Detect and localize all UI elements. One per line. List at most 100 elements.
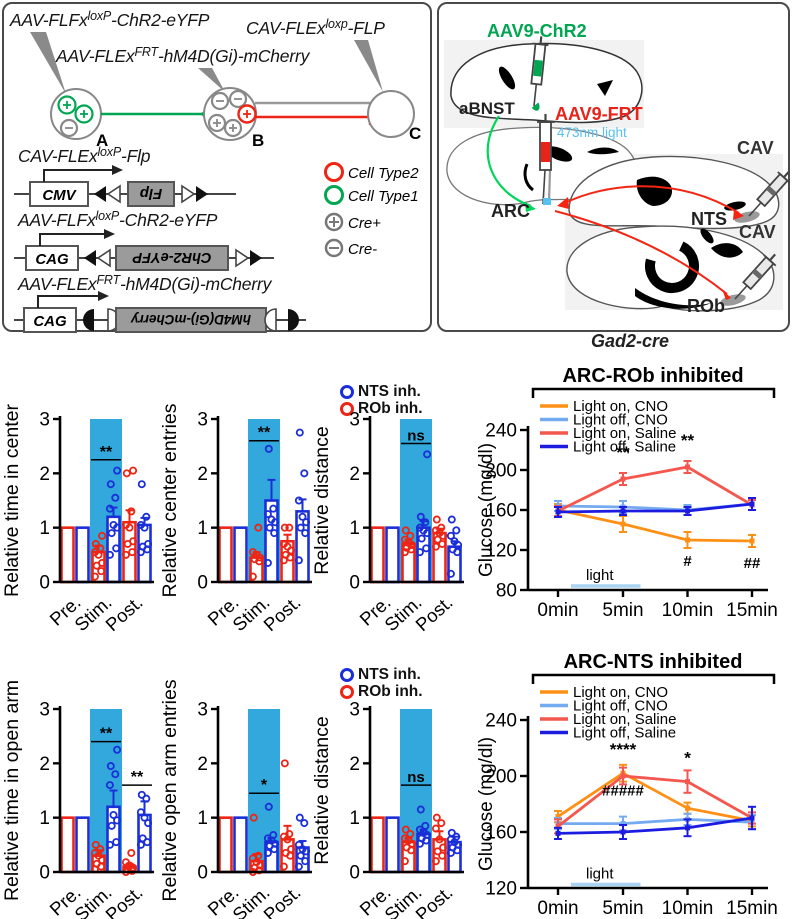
green-axon (101, 105, 213, 123)
data-point (263, 558, 272, 567)
y-axis-label: Relative distance (311, 716, 333, 865)
data-point (280, 523, 289, 532)
y-tick-label: 2 (197, 754, 208, 775)
data-point (421, 518, 430, 527)
data-point (555, 509, 561, 515)
y-tick-label: 1 (197, 808, 208, 829)
x-tick-label: Post. (411, 591, 456, 635)
series-line (558, 817, 753, 826)
x-tick-label: 10min (662, 600, 714, 621)
legend-label-nts: NTS inh. (358, 383, 421, 400)
data-point (401, 526, 410, 535)
data-point (122, 469, 131, 478)
series-line (557, 774, 753, 828)
data-point (438, 851, 447, 860)
label-abnst: aBNST (459, 99, 515, 118)
sig-label: # (683, 553, 692, 570)
nts-inh-icon (340, 384, 354, 399)
data-point (279, 862, 288, 871)
rob-inh-icon (340, 401, 354, 416)
x-tick-label: 15min (726, 600, 778, 621)
data-point (136, 808, 145, 817)
sig-label: ** (616, 443, 630, 462)
data-point (113, 816, 122, 825)
y-tick-label: 0 (197, 573, 208, 594)
syringe-cav-nts (748, 170, 791, 217)
sig-label: ** (681, 431, 695, 450)
data-point (113, 466, 122, 475)
legend-label: Light off, Saline (573, 439, 676, 456)
bar-legend-bottom: NTS inh. ROb inh. (340, 666, 423, 700)
x-tick-label: 0min (537, 600, 578, 621)
brain-outline-forebrain (450, 42, 643, 124)
y-axis-label: Relative time in open arm (1, 680, 23, 901)
data-point (263, 848, 272, 857)
brain-diagram: AAV9-ChR2 aBNST AAV9-FRT 473nm light CAV… (444, 21, 791, 316)
y-tick-label: 2 (349, 754, 360, 775)
svg-text:Cre-: Cre- (348, 241, 377, 258)
light-label: light (586, 866, 614, 883)
cell-type2-icon (324, 162, 344, 182)
data-point (685, 779, 690, 785)
construct-legend: Cell Type2 Cell Type1 Cre+ Cre- (324, 162, 419, 258)
light-label: light (586, 567, 614, 584)
x-tick-label: Post. (259, 591, 304, 635)
red-arrowhead-rob (722, 289, 731, 300)
data-point (105, 550, 114, 559)
data-point (685, 464, 690, 470)
data-point (620, 476, 626, 482)
data-point (96, 544, 105, 553)
data-point (285, 523, 294, 532)
label-aav9-frt: AAV9-FRT (555, 104, 643, 124)
sig-label: ** (258, 425, 271, 442)
legend-label-rob: ROb inh. (358, 400, 423, 417)
y-tick-label: 200 (485, 461, 517, 482)
data-point (300, 469, 309, 478)
data-point (417, 534, 426, 543)
data-point (91, 539, 100, 548)
data-point (280, 759, 289, 768)
y-axis-label: Relative distance (311, 426, 333, 575)
data-point (142, 512, 151, 521)
data-point (121, 520, 130, 529)
construct-row-chr2: CAG ChR2-eYFP (14, 229, 274, 271)
data-point (447, 515, 456, 524)
bar (218, 816, 233, 874)
data-point (137, 480, 146, 489)
data-point (685, 508, 690, 514)
virus-label-hm4d: AAV-FLExFRT-hM4D(Gi)-mCherry (56, 45, 310, 66)
data-point (620, 829, 626, 835)
y-tick-label: 1 (39, 518, 50, 539)
bar (75, 816, 90, 874)
y-tick-label: 0 (39, 863, 50, 884)
red-projection-nts-arc (564, 185, 740, 214)
construct-label-chr2: AAV-FLFxloxP-ChR2-eYFP (18, 209, 218, 230)
data-point (112, 838, 121, 847)
x-tick-label: 15min (726, 898, 778, 919)
virus-label-chr2: AAV-FLFxloxP-ChR2-eYFP (10, 9, 210, 30)
data-point (685, 805, 690, 811)
cell-a-label: A (96, 131, 108, 150)
data-point (90, 572, 99, 581)
brain-blob (597, 80, 613, 96)
data-point (107, 529, 116, 538)
red-arrowhead-arc (557, 197, 569, 209)
gad2-cre-caption: Gad2-cre (590, 331, 670, 351)
bar (60, 526, 75, 584)
y-tick-label: 240 (485, 711, 517, 732)
y-tick-label: 240 (485, 421, 517, 442)
data-point (281, 550, 290, 559)
series-line (557, 465, 753, 513)
data-point (294, 862, 303, 871)
data-point (400, 548, 409, 557)
cerebellum-blob (645, 239, 699, 293)
legend-label: Light on, CNO (573, 684, 668, 701)
pointer-to-cell-a (30, 32, 66, 94)
series-line (557, 816, 753, 835)
y-tick-label: 160 (485, 501, 517, 522)
data-point (127, 507, 136, 516)
sig-label: * (261, 777, 268, 794)
data-point (254, 523, 263, 532)
